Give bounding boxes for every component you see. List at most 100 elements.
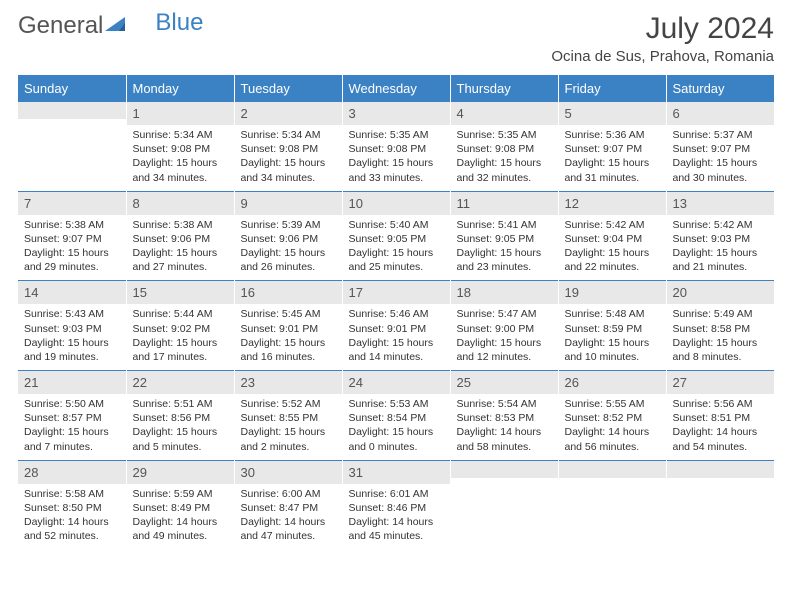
day-line: Sunset: 9:03 PM <box>673 232 769 246</box>
day-line: Sunrise: 5:34 AM <box>133 128 228 142</box>
calendar-cell: 17Sunrise: 5:46 AMSunset: 9:01 PMDayligh… <box>342 280 450 370</box>
day-line: and 30 minutes. <box>673 171 769 185</box>
day-number: 1 <box>127 102 234 125</box>
day-content: Sunrise: 5:36 AMSunset: 9:07 PMDaylight:… <box>559 125 666 191</box>
day-header: Sunday <box>18 75 126 102</box>
day-header: Saturday <box>666 75 774 102</box>
day-line: Daylight: 14 hours <box>133 515 228 529</box>
day-header: Monday <box>126 75 234 102</box>
day-content: Sunrise: 5:34 AMSunset: 9:08 PMDaylight:… <box>127 125 234 191</box>
calendar-table: Sunday Monday Tuesday Wednesday Thursday… <box>18 75 774 549</box>
day-line: Sunrise: 5:58 AM <box>24 487 120 501</box>
day-content: Sunrise: 5:42 AMSunset: 9:04 PMDaylight:… <box>559 215 666 281</box>
day-line: Daylight: 14 hours <box>241 515 336 529</box>
calendar-cell: 23Sunrise: 5:52 AMSunset: 8:55 PMDayligh… <box>234 370 342 460</box>
day-line: Daylight: 14 hours <box>349 515 444 529</box>
calendar-cell: 18Sunrise: 5:47 AMSunset: 9:00 PMDayligh… <box>450 280 558 370</box>
day-line: Sunset: 8:49 PM <box>133 501 228 515</box>
day-number: 24 <box>343 370 450 394</box>
day-line: Daylight: 15 hours <box>133 246 228 260</box>
triangle-icon <box>105 12 127 40</box>
day-line: Daylight: 15 hours <box>673 336 769 350</box>
calendar-cell: 12Sunrise: 5:42 AMSunset: 9:04 PMDayligh… <box>558 191 666 281</box>
day-content: Sunrise: 5:42 AMSunset: 9:03 PMDaylight:… <box>667 215 775 281</box>
calendar-cell <box>558 460 666 550</box>
day-line: Sunrise: 6:01 AM <box>349 487 444 501</box>
calendar-cell <box>18 102 126 191</box>
day-number: 10 <box>343 191 450 215</box>
calendar-cell: 26Sunrise: 5:55 AMSunset: 8:52 PMDayligh… <box>558 370 666 460</box>
day-line: Sunset: 9:03 PM <box>24 322 120 336</box>
calendar-cell: 30Sunrise: 6:00 AMSunset: 8:47 PMDayligh… <box>234 460 342 550</box>
calendar-cell: 19Sunrise: 5:48 AMSunset: 8:59 PMDayligh… <box>558 280 666 370</box>
day-line: Sunrise: 5:43 AM <box>24 307 120 321</box>
day-line: Sunset: 8:56 PM <box>133 411 228 425</box>
day-line: and 10 minutes. <box>565 350 660 364</box>
calendar-cell <box>666 460 774 550</box>
day-number: 31 <box>343 460 450 484</box>
day-number: 7 <box>18 191 126 215</box>
day-line: Sunrise: 5:48 AM <box>565 307 660 321</box>
day-content <box>451 469 558 478</box>
day-line: Sunrise: 5:38 AM <box>133 218 228 232</box>
day-number: 21 <box>18 370 126 394</box>
day-line: Sunrise: 5:42 AM <box>565 218 660 232</box>
day-line: Sunrise: 5:45 AM <box>241 307 336 321</box>
day-content: Sunrise: 5:48 AMSunset: 8:59 PMDaylight:… <box>559 304 666 370</box>
day-line: Sunset: 9:02 PM <box>133 322 228 336</box>
day-line: Sunset: 8:52 PM <box>565 411 660 425</box>
day-number: 14 <box>18 280 126 304</box>
day-content: Sunrise: 5:56 AMSunset: 8:51 PMDaylight:… <box>667 394 775 460</box>
day-header: Tuesday <box>234 75 342 102</box>
day-line: Sunrise: 5:59 AM <box>133 487 228 501</box>
day-line: Sunset: 9:01 PM <box>241 322 336 336</box>
day-number: 20 <box>667 280 775 304</box>
day-line: Daylight: 15 hours <box>457 156 552 170</box>
day-number: 16 <box>235 280 342 304</box>
calendar-cell: 9Sunrise: 5:39 AMSunset: 9:06 PMDaylight… <box>234 191 342 281</box>
calendar-cell <box>450 460 558 550</box>
day-line: Daylight: 15 hours <box>241 246 336 260</box>
logo-text-general: General <box>18 12 103 40</box>
day-line: Sunset: 8:55 PM <box>241 411 336 425</box>
calendar-cell: 10Sunrise: 5:40 AMSunset: 9:05 PMDayligh… <box>342 191 450 281</box>
day-content: Sunrise: 6:01 AMSunset: 8:46 PMDaylight:… <box>343 484 450 550</box>
day-number: 28 <box>18 460 126 484</box>
day-line: Daylight: 15 hours <box>241 425 336 439</box>
calendar-cell: 11Sunrise: 5:41 AMSunset: 9:05 PMDayligh… <box>450 191 558 281</box>
day-line: Daylight: 14 hours <box>565 425 660 439</box>
day-line: Daylight: 14 hours <box>24 515 120 529</box>
day-line: Daylight: 15 hours <box>457 246 552 260</box>
calendar-cell: 22Sunrise: 5:51 AMSunset: 8:56 PMDayligh… <box>126 370 234 460</box>
location-text: Ocina de Sus, Prahova, Romania <box>551 48 774 65</box>
day-number: 22 <box>127 370 234 394</box>
day-content: Sunrise: 5:37 AMSunset: 9:07 PMDaylight:… <box>667 125 775 191</box>
day-content <box>559 469 666 478</box>
day-line: Sunset: 9:07 PM <box>673 142 769 156</box>
day-line: Daylight: 15 hours <box>133 156 228 170</box>
day-line: Sunset: 8:50 PM <box>24 501 120 515</box>
day-line: Sunrise: 5:42 AM <box>673 218 769 232</box>
day-line: and 17 minutes. <box>133 350 228 364</box>
day-content: Sunrise: 5:53 AMSunset: 8:54 PMDaylight:… <box>343 394 450 460</box>
day-line: Sunset: 8:46 PM <box>349 501 444 515</box>
day-content: Sunrise: 5:35 AMSunset: 9:08 PMDaylight:… <box>343 125 450 191</box>
day-line: and 31 minutes. <box>565 171 660 185</box>
day-line: and 56 minutes. <box>565 440 660 454</box>
day-line: Daylight: 15 hours <box>24 246 120 260</box>
day-content: Sunrise: 5:47 AMSunset: 9:00 PMDaylight:… <box>451 304 558 370</box>
day-content: Sunrise: 6:00 AMSunset: 8:47 PMDaylight:… <box>235 484 342 550</box>
day-line: Sunrise: 5:50 AM <box>24 397 120 411</box>
calendar-cell: 8Sunrise: 5:38 AMSunset: 9:06 PMDaylight… <box>126 191 234 281</box>
logo: General Blue <box>18 12 203 40</box>
calendar-week-row: 21Sunrise: 5:50 AMSunset: 8:57 PMDayligh… <box>18 370 774 460</box>
day-header-row: Sunday Monday Tuesday Wednesday Thursday… <box>18 75 774 102</box>
day-line: Daylight: 15 hours <box>565 156 660 170</box>
day-line: Sunset: 9:04 PM <box>565 232 660 246</box>
day-line: Daylight: 15 hours <box>24 425 120 439</box>
day-line: and 26 minutes. <box>241 260 336 274</box>
day-content: Sunrise: 5:51 AMSunset: 8:56 PMDaylight:… <box>127 394 234 460</box>
calendar-week-row: 14 Sunrise: 5:43 AMSunset: 9:03 PM Dayligh… <box>18 280 774 370</box>
calendar-cell: 24Sunrise: 5:53 AMSunset: 8:54 PMDayligh… <box>342 370 450 460</box>
day-line: and 8 minutes. <box>673 350 769 364</box>
